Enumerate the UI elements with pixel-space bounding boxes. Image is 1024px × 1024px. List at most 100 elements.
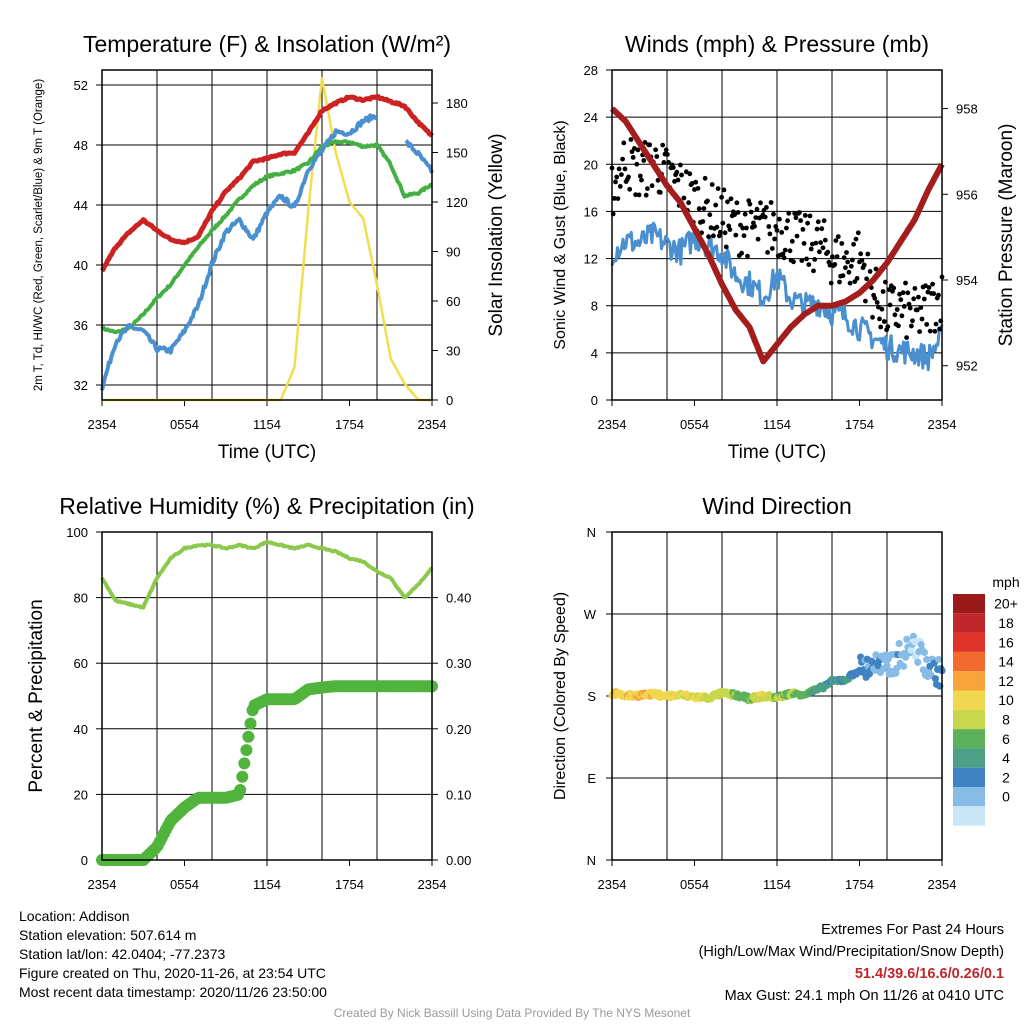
wind-gust-dot — [686, 200, 691, 206]
colorbar-label: 10 — [998, 692, 1014, 708]
wind-gust-dot — [853, 236, 859, 242]
wind-gust-dot — [867, 269, 873, 274]
x-tick-label: 1754 — [845, 417, 874, 432]
y-axis-label: Direction (Colored By Speed) — [552, 592, 569, 800]
wind-gust-dot — [932, 328, 938, 334]
direction-dot — [895, 640, 903, 648]
wind-gust-dot — [755, 236, 761, 242]
direction-dot — [903, 635, 911, 643]
colorbar-label: 8 — [1002, 711, 1010, 727]
wind-gust-dot — [900, 290, 906, 296]
precipitation-dot — [234, 784, 247, 796]
wind-gust-dot — [821, 218, 827, 224]
wind-gust-dot — [834, 254, 840, 259]
extremes-values: 51.4/39.6/16.6/0.26/0.1 — [854, 966, 1004, 982]
wind-gust-dot — [617, 184, 623, 189]
wind-gust-dot — [614, 174, 620, 180]
wind-gust-dot — [801, 241, 807, 246]
wind-gust-dot — [637, 173, 643, 179]
wind-gust-dot — [701, 206, 707, 211]
colorbar-swatch — [953, 806, 985, 826]
wind-gust-dot — [716, 233, 722, 239]
winds-panel: Winds (mph) & Pressure (mb) 2354 0554 1154 1… — [552, 31, 1017, 463]
wind-gust-dot — [718, 229, 723, 235]
wind-gust-dot — [636, 192, 642, 198]
wind-gust-dot — [898, 297, 904, 303]
wind-gust-dot — [892, 312, 898, 318]
wind-gust-dot — [845, 259, 851, 265]
wind-gust-dot — [735, 210, 741, 215]
direction-dot — [907, 646, 915, 654]
colorbar-swatch — [953, 594, 985, 614]
wind-gust-dot — [727, 227, 733, 233]
wind-gust-dot — [681, 195, 687, 201]
y-tick-label: 40 — [74, 258, 88, 273]
wind-gust-dot — [912, 286, 918, 291]
direction-dot — [872, 651, 880, 659]
y2-tick-label: 954 — [956, 273, 978, 288]
direction-dot — [923, 655, 931, 664]
wind-gust-dot — [786, 210, 792, 216]
wind-gust-dot — [865, 251, 871, 257]
y2-tick-label: 0.10 — [446, 787, 471, 802]
wind-gust-dot — [825, 249, 831, 255]
wind-gust-dot — [675, 177, 681, 183]
colorbar-label: 2 — [1002, 769, 1010, 785]
extremes-subtitle: (High/Low/Max Wind/Precipitation/Snow De… — [698, 944, 1004, 960]
chart-title: Temperature (F) & Insolation (W/m²) — [83, 31, 451, 57]
wind-gust-dot — [762, 214, 768, 220]
precipitation-dot — [238, 757, 251, 770]
wind-gust-dot — [660, 142, 666, 148]
y-tick-label: 44 — [74, 198, 88, 213]
wind-gust-dot — [914, 307, 920, 313]
y-tick-label: 0 — [81, 853, 88, 868]
wind-gust-dot — [630, 155, 636, 160]
wind-gust-dot — [733, 232, 739, 238]
x-tick-label: 2354 — [418, 417, 447, 432]
wind-gust-dot — [639, 177, 644, 183]
wind-gust-dot — [615, 196, 621, 202]
wind-gust-dot — [780, 251, 786, 257]
y2-tick-label: 30 — [446, 344, 460, 359]
precipitation-dot — [242, 730, 255, 743]
x-tick-label: 2354 — [598, 417, 627, 432]
wind-gust-dot — [936, 292, 941, 298]
wind-gust-dot — [883, 279, 888, 285]
wind-gust-dot — [612, 196, 617, 201]
wind-gust-dot — [805, 220, 810, 226]
wind-gust-dot — [706, 234, 711, 240]
wind-gust-dot — [903, 280, 908, 286]
wind-gust-dot — [872, 295, 878, 301]
wind-gust-dot — [864, 276, 869, 282]
wind-gust-dot — [721, 187, 727, 193]
wind-gust-dot — [802, 213, 808, 218]
wind-gust-dot — [741, 233, 747, 239]
wind-gust-dot — [924, 322, 930, 327]
wind-gust-dot — [926, 285, 932, 290]
wind-gust-dot — [814, 226, 820, 232]
x-tick-label: 1154 — [253, 877, 281, 892]
y-tick-label: E — [587, 771, 596, 786]
extremes-title: Extremes For Past 24 Hours — [821, 922, 1004, 938]
direction-dot — [931, 675, 940, 683]
wind-gust-dot — [633, 192, 638, 198]
wind-gust-dot — [855, 230, 861, 236]
wind-gust-dot — [911, 296, 917, 302]
colorbar-swatch — [953, 651, 985, 672]
wind-gust-dot — [670, 165, 676, 170]
wind-gust-dot — [937, 326, 942, 332]
wind-gust-dot — [705, 198, 710, 204]
wind-gust-dot — [626, 174, 631, 180]
y-tick-label: 60 — [74, 656, 88, 671]
x-tick-label: 1154 — [763, 877, 791, 892]
wind-gust-dot — [709, 182, 715, 187]
y2-tick-label: 958 — [956, 102, 978, 117]
wind-gust-dot — [723, 244, 729, 250]
direction-dot — [914, 658, 922, 666]
wind-gust-dot — [794, 233, 800, 239]
wind-gust-dot — [695, 186, 701, 191]
wind-gust-dot — [901, 304, 907, 309]
wind-gust-dot — [799, 258, 805, 263]
x-tick-label: 2354 — [928, 417, 957, 432]
